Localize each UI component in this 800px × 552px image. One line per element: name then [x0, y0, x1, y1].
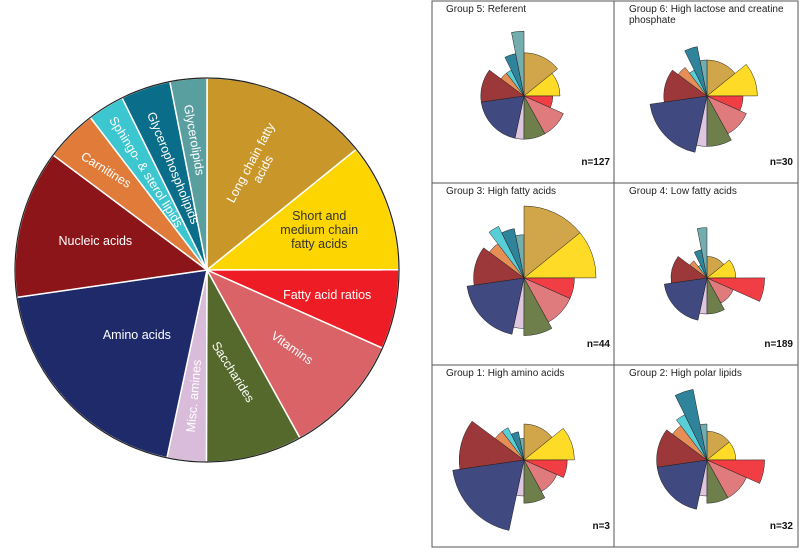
panel-n: n=127	[581, 157, 610, 168]
radial-sector	[501, 228, 525, 279]
radial-sector	[523, 232, 597, 279]
panel-title: Group 1: High amino acids	[446, 368, 565, 379]
panel-n: n=189	[764, 339, 793, 350]
slice-label: Amino acids	[102, 328, 171, 343]
radial-sector	[480, 95, 525, 139]
radial-sector	[466, 277, 525, 335]
panel-n: n=32	[769, 521, 793, 532]
panel-n: n=3	[592, 521, 610, 532]
panel-title: Group 6: High lactose and creatine phosp…	[629, 4, 784, 26]
radial-sector	[699, 59, 708, 97]
radial-sector	[656, 459, 708, 510]
radial-sector	[480, 69, 525, 103]
radial-sector	[649, 95, 708, 153]
radial-sector	[663, 277, 708, 321]
radial-sector	[459, 420, 525, 470]
panel-n: n=44	[586, 339, 610, 350]
panel-title: Group 4: Low fatty acids	[629, 186, 737, 197]
slice-label: Fatty acid ratios	[283, 288, 372, 303]
radial-sector	[706, 459, 729, 504]
radial-sector	[674, 389, 708, 461]
panel-title: Group 2: High polar lipids	[629, 368, 742, 379]
radial-sector	[656, 429, 708, 468]
radial-sector	[511, 30, 525, 97]
radial-sector	[523, 459, 568, 478]
radial-sector	[706, 63, 758, 97]
radial-sector	[696, 227, 708, 279]
radial-sector	[523, 73, 561, 97]
pie-outline	[14, 77, 400, 463]
radial-sector	[523, 205, 581, 279]
radial-sector	[523, 459, 546, 504]
radial-sector	[677, 67, 708, 97]
radial-sector	[519, 438, 525, 461]
radial-sector	[663, 69, 708, 103]
radial-sector	[684, 46, 708, 97]
panel-frame	[431, 0, 799, 548]
radial-sector	[488, 226, 525, 279]
radial-sector	[523, 427, 575, 461]
slice-label: Short and medium chain fatty acids	[280, 208, 359, 252]
slice-label: Nucleic acids	[58, 234, 133, 249]
radial-sector	[473, 247, 525, 286]
panel-title: Group 3: High fatty acids	[446, 186, 557, 197]
radial-sector	[501, 427, 525, 461]
radial-sector	[706, 277, 765, 302]
radial-sector	[699, 423, 708, 461]
radial-sector	[523, 277, 553, 336]
panel-title: Group 5: Referent	[446, 4, 527, 15]
radial-sector	[689, 260, 708, 279]
radial-sector	[510, 431, 525, 461]
panel-n: n=30	[769, 157, 793, 168]
radial-sector	[452, 459, 525, 531]
radial-sector	[515, 234, 525, 279]
radial-sector	[706, 459, 765, 484]
radial-sector	[670, 256, 708, 284]
